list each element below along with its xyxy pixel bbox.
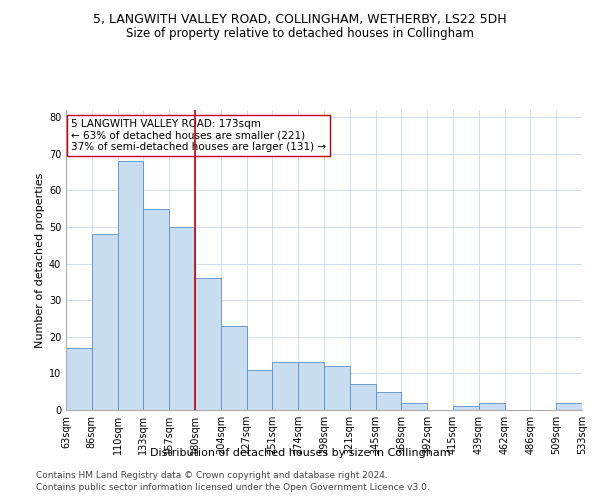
- Text: Contains public sector information licensed under the Open Government Licence v3: Contains public sector information licen…: [36, 484, 430, 492]
- Bar: [221, 326, 247, 410]
- Bar: [376, 392, 401, 410]
- Text: 5, LANGWITH VALLEY ROAD, COLLINGHAM, WETHERBY, LS22 5DH: 5, LANGWITH VALLEY ROAD, COLLINGHAM, WET…: [93, 12, 507, 26]
- Bar: [324, 366, 350, 410]
- Text: Distribution of detached houses by size in Collingham: Distribution of detached houses by size …: [149, 448, 451, 458]
- Bar: [169, 227, 195, 410]
- Bar: [143, 209, 169, 410]
- Bar: [401, 402, 427, 410]
- Text: 5 LANGWITH VALLEY ROAD: 173sqm
← 63% of detached houses are smaller (221)
37% of: 5 LANGWITH VALLEY ROAD: 173sqm ← 63% of …: [71, 119, 326, 152]
- Bar: [66, 348, 92, 410]
- Bar: [92, 234, 118, 410]
- Bar: [195, 278, 221, 410]
- Y-axis label: Number of detached properties: Number of detached properties: [35, 172, 44, 348]
- Bar: [298, 362, 324, 410]
- Bar: [272, 362, 298, 410]
- Bar: [118, 161, 143, 410]
- Bar: [453, 406, 479, 410]
- Bar: [350, 384, 376, 410]
- Text: Size of property relative to detached houses in Collingham: Size of property relative to detached ho…: [126, 28, 474, 40]
- Bar: [247, 370, 272, 410]
- Bar: [479, 402, 505, 410]
- Text: Contains HM Land Registry data © Crown copyright and database right 2024.: Contains HM Land Registry data © Crown c…: [36, 471, 388, 480]
- Bar: [556, 402, 582, 410]
